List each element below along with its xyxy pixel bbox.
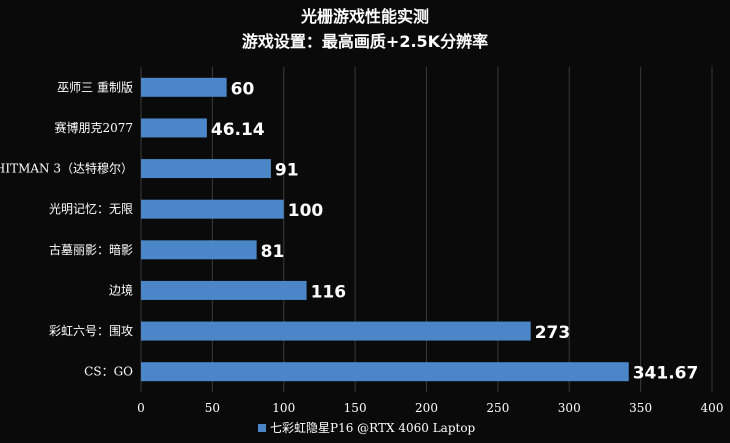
bar [141, 118, 207, 138]
x-tick-label: 300 [558, 401, 581, 415]
bar [141, 159, 271, 179]
category-label: 光明记忆：无限 [49, 202, 133, 216]
data-label: 273 [535, 323, 571, 343]
category-label: 彩虹六号：围攻 [49, 324, 133, 338]
x-tick-label: 50 [205, 401, 220, 415]
category-label: 巫师三 重制版 [57, 80, 133, 94]
data-label: 81 [261, 242, 285, 262]
bar [141, 280, 307, 300]
category-label: 赛博朋克2077 [54, 120, 133, 135]
chart-title: 光栅游戏性能实测 [300, 7, 429, 26]
data-label: 46.14 [211, 120, 265, 140]
bar [141, 77, 227, 97]
grid-lines [140, 67, 713, 392]
x-tick-label: 150 [344, 401, 367, 415]
bar [141, 240, 257, 260]
legend-label: 七彩虹隐星P16 @RTX 4060 Laptop [270, 421, 476, 435]
data-label: 60 [231, 79, 255, 99]
x-tick-label: 350 [629, 401, 652, 415]
data-label: 91 [275, 161, 299, 181]
bar [141, 199, 284, 219]
category-label: 古墓丽影：暗影 [49, 242, 133, 257]
x-tick-label: 0 [137, 401, 145, 415]
data-label: 341.67 [633, 364, 699, 384]
bar [141, 362, 629, 382]
chart-subtitle: 游戏设置：最高画质+2.5K分辨率 [242, 32, 488, 51]
data-labels: 60 46.14 91 100 81 116 273 341.67 [211, 79, 698, 383]
bar [141, 321, 531, 341]
data-label: 100 [288, 201, 324, 221]
x-tick-labels: 0 50 100 150 200 250 300 350 400 [137, 401, 723, 415]
category-label: HITMAN 3（达特穆尔） [0, 161, 133, 176]
data-label: 116 [311, 282, 347, 302]
legend: 七彩虹隐星P16 @RTX 4060 Laptop [258, 421, 476, 435]
category-label: CS：GO [84, 365, 133, 379]
x-tick-label: 250 [486, 401, 509, 415]
category-label: 边境 [109, 282, 133, 297]
x-tick-label: 400 [701, 401, 724, 415]
x-tick-label: 200 [415, 401, 438, 415]
x-tick-label: 100 [272, 401, 295, 415]
bars [141, 77, 629, 382]
legend-swatch [258, 424, 266, 432]
